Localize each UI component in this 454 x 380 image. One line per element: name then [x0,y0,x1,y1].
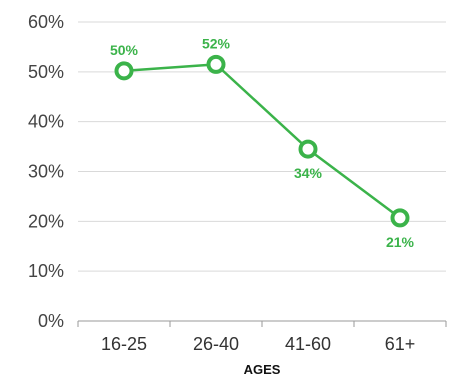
y-tick-label: 0% [38,311,64,331]
series-line [123,63,401,219]
x-tick-label: 61+ [385,334,416,354]
y-tick-label: 20% [28,211,64,231]
data-point [114,61,134,81]
x-axis-title: AGES [244,362,281,377]
y-axis-tick-labels: 0% 10% 20% 30% 40% 50% 60% [28,12,64,331]
x-tick-label: 26-40 [193,334,239,354]
y-tick-label: 30% [28,162,64,182]
data-point [206,54,226,74]
y-tick-label: 10% [28,261,64,281]
x-tick-label: 41-60 [285,334,331,354]
data-points [114,54,410,228]
y-tick-label: 40% [28,112,64,132]
data-label: 21% [386,234,415,250]
x-tick-label: 16-25 [101,334,147,354]
data-point [298,139,318,159]
series-line-path [123,63,401,219]
x-axis-tick-labels: 16-25 26-40 41-60 61+ [101,334,415,354]
data-label: 50% [110,42,139,58]
data-labels: 50% 52% 34% 21% [110,35,415,249]
axes [77,320,447,327]
y-tick-label: 50% [28,62,64,82]
gridlines [78,21,446,272]
data-label: 34% [294,165,323,181]
data-label: 52% [202,35,231,51]
y-tick-label: 60% [28,12,64,32]
data-point [390,208,410,228]
